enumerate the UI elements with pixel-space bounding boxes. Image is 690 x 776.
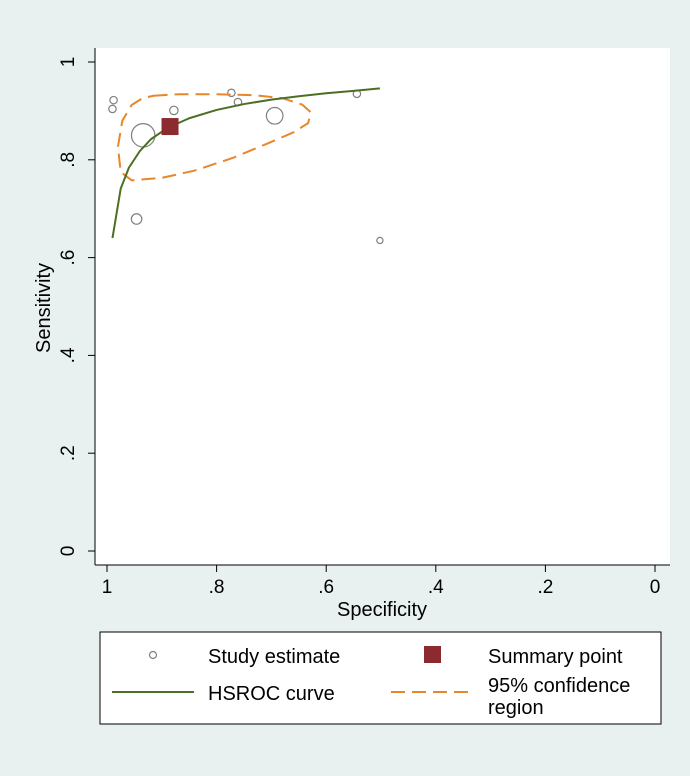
summary-point (161, 118, 179, 136)
study-estimate-point (169, 105, 179, 116)
legend: Study estimate Summary point HSROC curve 95… (99, 631, 662, 725)
legend-confidence-label-line2: region (488, 697, 544, 719)
x-tick-label: .4 (428, 577, 444, 598)
y-tick-label: .4 (58, 347, 79, 363)
y-tick-label: .6 (58, 250, 79, 266)
plot-area (95, 48, 670, 565)
x-tick-label: .2 (537, 577, 553, 598)
x-tick-label: .6 (318, 577, 334, 598)
study-estimate-point (376, 236, 384, 245)
x-axis: 1 .8 .6 .4 .2 0 (95, 564, 670, 598)
x-tick-label: 1 (102, 577, 113, 598)
confidence-region (116, 93, 312, 182)
y-tick-label: 0 (58, 546, 79, 557)
legend-summary-label: Summary point (488, 646, 623, 668)
y-tick-label: .2 (58, 445, 79, 461)
y-tick-label: 1 (58, 57, 79, 68)
legend-hsroc-label: HSROC curve (208, 683, 335, 705)
legend-box (99, 631, 662, 725)
y-axis: 0 .2 .4 .6 .8 1 (58, 48, 96, 565)
legend-study-label: Study estimate (208, 646, 340, 668)
legend-study-symbol (148, 650, 158, 660)
legend-confidence-label-line1: 95% confidence (488, 675, 630, 697)
study-estimate-point (227, 88, 236, 98)
legend-summary-symbol (424, 646, 441, 663)
x-tick-label: .8 (209, 577, 225, 598)
hsroc-curve (111, 87, 380, 239)
study-estimate-point (130, 213, 143, 225)
y-tick-label: .8 (58, 152, 79, 168)
study-estimate-point (108, 104, 117, 114)
plot-content (108, 87, 384, 245)
x-tick-label: 0 (650, 577, 661, 598)
x-axis-title: Specificity (337, 599, 427, 621)
study-estimate-point (265, 106, 284, 125)
y-axis-title: Sensitivity (33, 263, 55, 353)
study-estimate-point (109, 95, 118, 105)
